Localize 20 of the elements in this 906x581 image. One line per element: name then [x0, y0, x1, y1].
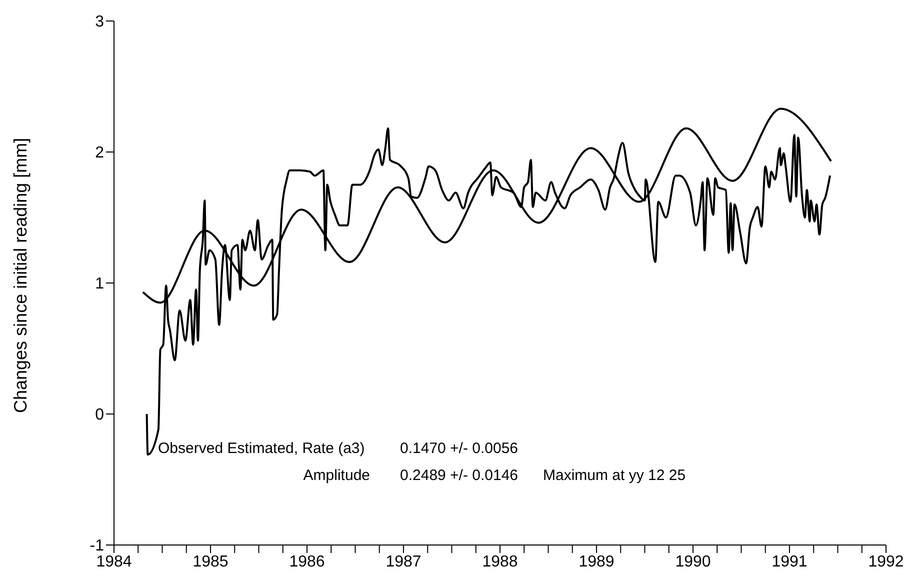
x-tick-label: 1985 — [192, 553, 228, 570]
annotation: 0.2489 +/- 0.0146 — [400, 467, 518, 484]
y-tick-label: 1 — [95, 276, 104, 293]
y-tick-label: 3 — [95, 14, 104, 31]
x-tick-label: 1990 — [675, 553, 711, 570]
x-tick-label: 1991 — [772, 553, 808, 570]
x-tick-label: 1989 — [578, 553, 614, 570]
y-tick-label: 2 — [95, 144, 104, 162]
x-tick-label: 1984 — [96, 553, 132, 570]
y-tick-label: -1 — [90, 538, 104, 555]
annotation: Observed Estimated, Rate (a3) — [158, 440, 365, 457]
x-tick-label: 1987 — [386, 553, 422, 570]
y-tick-label: 0 — [95, 406, 104, 424]
x-tick-label: 1986 — [289, 553, 325, 570]
annotation: Amplitude — [302, 467, 370, 484]
annotation: Maximum at yy 12 25 — [543, 467, 686, 484]
annotation: 0.1470 +/- 0.0056 — [400, 440, 518, 457]
x-tick-label: 1988 — [482, 553, 518, 570]
y-axis-title: Changes since initial reading [mm] — [10, 138, 30, 413]
x-tick-label: 1992 — [868, 553, 904, 570]
